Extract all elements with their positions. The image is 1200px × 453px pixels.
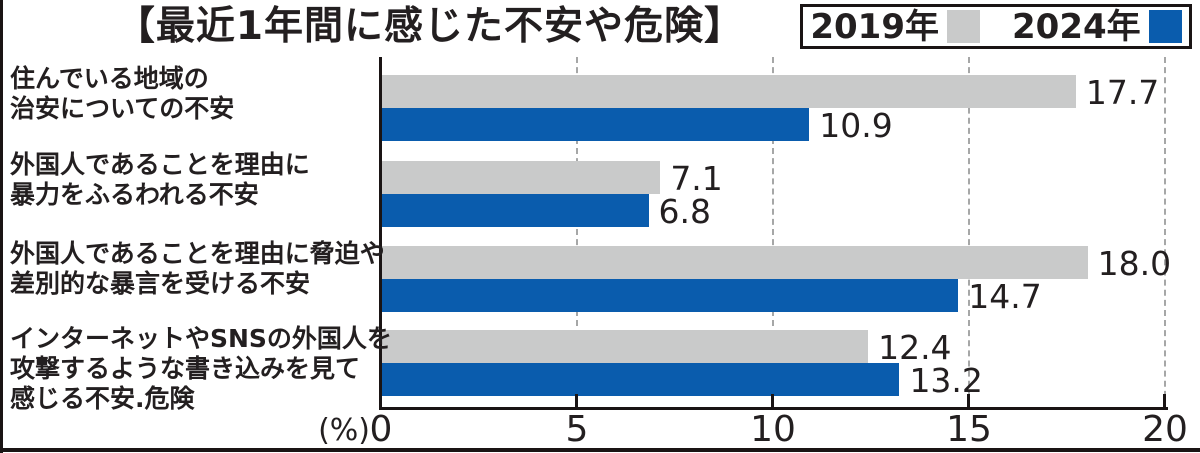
bar-2019年-row1 <box>382 161 661 194</box>
tick-label-10: 10 <box>750 409 796 450</box>
gridline-10 <box>772 57 774 407</box>
category-label-3: インターネットやSNSの外国人を 攻撃するような書き込みを見て 感じる不安.危険 <box>10 324 392 413</box>
legend-label-2024: 2024年 <box>1012 6 1141 47</box>
y-axis-line <box>379 57 382 410</box>
x-axis-line <box>379 407 1168 410</box>
bar-2019年-row0 <box>382 75 1076 108</box>
value-label-2019年-row2: 18.0 <box>1097 244 1172 283</box>
legend-swatch-2019-icon <box>947 10 980 43</box>
chart-title: 【最近1年間に感じた不安や危険】 <box>115 4 745 49</box>
frame-bottom-rule <box>0 448 1200 452</box>
bar-2019年-row3 <box>382 330 869 363</box>
tick-mark-10 <box>771 394 774 408</box>
tick-label-0: 0 <box>369 409 393 450</box>
legend: 2019年 2024年 <box>800 4 1192 49</box>
gridline-5 <box>576 57 578 407</box>
tick-label-5: 5 <box>565 409 589 450</box>
percent-unit-label: (%) <box>318 413 370 448</box>
value-label-2019年-row0: 17.7 <box>1085 73 1160 112</box>
category-label-0: 住んでいる地域の 治安についての不安 <box>10 64 235 123</box>
value-label-2019年-row1: 7.1 <box>670 159 723 198</box>
gridline-15 <box>968 57 970 407</box>
category-label-1: 外国人であることを理由に 暴力をふるわれる不安 <box>10 150 310 209</box>
value-label-2024年-row3: 13.2 <box>909 361 983 400</box>
gridline-20 <box>1164 57 1166 407</box>
value-label-2024年-row0: 10.9 <box>819 106 893 145</box>
tick-mark-20 <box>1163 394 1166 408</box>
frame-left-rule <box>0 0 3 453</box>
tick-mark-5 <box>575 394 578 408</box>
tick-label-15: 15 <box>946 409 992 450</box>
bar-2024年-row1 <box>382 194 649 227</box>
tick-mark-15 <box>967 394 970 408</box>
bar-2024年-row0 <box>382 108 810 141</box>
bar-2019年-row2 <box>382 246 1088 279</box>
legend-swatch-2024-icon <box>1148 10 1182 43</box>
value-label-2024年-row1: 6.8 <box>658 192 712 231</box>
category-label-2: 外国人であることを理由に脅迫や 差別的な暴言を受ける不安 <box>10 239 385 298</box>
value-label-2024年-row2: 14.7 <box>968 277 1042 316</box>
tick-label-20: 20 <box>1142 409 1188 450</box>
bar-2024年-row3 <box>382 363 900 396</box>
value-label-2019年-row3: 12.4 <box>878 328 952 367</box>
bar-2024年-row2 <box>382 279 959 312</box>
legend-label-2019: 2019年 <box>810 6 939 47</box>
